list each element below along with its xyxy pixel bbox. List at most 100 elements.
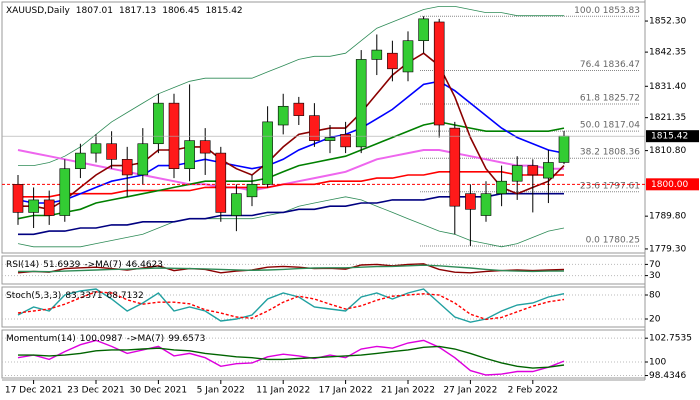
candle-body xyxy=(293,102,305,116)
indicator-label: Stoch(5,3,3) 83.3371 68.7132 xyxy=(6,291,144,301)
candle-body xyxy=(28,199,39,213)
indicator-label: RSI(14) 51.6939 ->MA(7) 46.4623 xyxy=(6,260,163,270)
candle-body xyxy=(558,135,570,163)
overlay-line xyxy=(17,80,565,204)
fib-label: 100.0 1853.83 xyxy=(574,6,640,16)
x-tick-label: 2 Feb 2022 xyxy=(508,386,558,396)
candle-body xyxy=(496,180,507,194)
candle-body xyxy=(153,102,164,145)
series-value: 83.3371 xyxy=(65,291,102,301)
candle-body xyxy=(184,140,195,170)
header-item: 1817.13 xyxy=(119,6,156,16)
candle-body xyxy=(465,193,476,210)
fib-label: 50.0 1817.04 xyxy=(580,121,640,131)
overlay-line xyxy=(17,121,565,220)
y-tick-label: 1852.30 xyxy=(649,17,686,27)
fib-label: 38.2 1808.36 xyxy=(580,148,640,158)
candle-body xyxy=(511,165,523,182)
candle-body xyxy=(12,184,24,213)
series-name: ->MA(7) xyxy=(84,260,121,270)
indicator-line xyxy=(17,291,565,321)
series-value: 51.6939 xyxy=(43,260,80,270)
y-tick-label: 1831.40 xyxy=(649,82,686,92)
x-tick-label: 27 Jan 2022 xyxy=(443,386,497,396)
y-tick-label: 1821.35 xyxy=(649,113,686,123)
overlay-line xyxy=(17,149,564,192)
series-value: 100.0987 xyxy=(80,334,123,344)
header-item: 1806.45 xyxy=(162,6,199,16)
candle-body xyxy=(449,127,461,207)
series-name: RSI(14) xyxy=(6,260,39,270)
fib-label: 23.6 1797.61 xyxy=(580,181,640,191)
candle-body xyxy=(231,193,242,216)
candle-body xyxy=(59,168,71,216)
x-tick-label: 5 Jan 2022 xyxy=(197,386,245,396)
chart-header: XAUUSD,Daily 1807.01 1817.13 1806.45 1815.42 xyxy=(6,6,243,16)
candle-body xyxy=(43,199,55,216)
header-item: 1815.42 xyxy=(205,6,242,16)
overlay-line xyxy=(18,6,564,166)
x-tick-label: 30 Dec 2021 xyxy=(130,386,188,396)
candle-body xyxy=(106,143,117,160)
indicator-line xyxy=(18,264,565,273)
candle-body xyxy=(199,140,211,154)
candle-body xyxy=(402,40,414,73)
last-price-label: 1815.42 xyxy=(651,132,688,142)
candle-body xyxy=(137,143,149,176)
y-tick-label: 1779.30 xyxy=(649,244,686,254)
series-name: Stoch(5,3,3) xyxy=(6,291,61,301)
indicator-line xyxy=(17,263,565,274)
candle-body xyxy=(355,59,367,148)
candle-body xyxy=(262,121,273,185)
series-name: Momentum(14) xyxy=(6,334,76,344)
header-item: XAUUSD,Daily xyxy=(6,6,70,16)
candle-body xyxy=(121,159,133,176)
candle-body xyxy=(543,162,554,179)
candle-body xyxy=(433,21,445,126)
indicator-line xyxy=(18,345,565,369)
y-tick-label: 70 xyxy=(649,260,661,270)
y-tick-label: 80 xyxy=(649,291,661,301)
candle-body xyxy=(246,184,258,198)
series-value: 46.4623 xyxy=(126,260,163,270)
series-name: ->MA(7) xyxy=(127,334,164,344)
indicator-label: Momentum(14) 100.0987 ->MA(7) 99.6573 xyxy=(6,334,205,344)
candle-body xyxy=(215,152,227,213)
candle-body xyxy=(75,152,86,170)
indicator-line xyxy=(17,339,565,376)
candle-body xyxy=(480,193,492,216)
y-tick-label: 98.4346 xyxy=(649,371,686,381)
candle-body xyxy=(309,115,320,141)
y-tick-label: 1810.80 xyxy=(649,146,686,156)
overlay-line xyxy=(17,196,565,248)
overlay-line xyxy=(18,171,564,198)
series-value: 99.6573 xyxy=(168,334,205,344)
fib-label: 0.0 1780.25 xyxy=(586,235,640,245)
fib-label: 61.8 1825.72 xyxy=(580,94,640,104)
candle-body xyxy=(527,165,539,176)
x-tick-label: 23 Dec 2021 xyxy=(67,386,125,396)
level-box xyxy=(646,178,699,191)
candle-body xyxy=(418,18,429,42)
x-tick-label: 17 Jan 2022 xyxy=(319,386,373,396)
x-tick-label: 17 Dec 2021 xyxy=(5,386,63,396)
candle-body xyxy=(324,137,336,141)
x-tick-label: 21 Jan 2022 xyxy=(381,386,435,396)
series-value: 68.7132 xyxy=(107,291,144,301)
fib-label: 76.4 1836.47 xyxy=(580,60,640,70)
candle-body xyxy=(371,49,383,60)
y-tick-label: 100 xyxy=(649,358,666,368)
level-label: 1800.00 xyxy=(651,180,688,190)
x-tick-label: 11 Jan 2022 xyxy=(256,386,310,396)
overlay-line xyxy=(18,52,565,211)
y-tick-label: 102.7535 xyxy=(649,334,692,344)
y-tick-label: 30 xyxy=(649,271,661,281)
header-item: 1807.01 xyxy=(76,6,113,16)
y-tick-label: 1842.35 xyxy=(649,48,686,58)
y-tick-label: 1789.80 xyxy=(649,212,686,222)
candle-body xyxy=(387,52,398,70)
candle-body xyxy=(277,105,289,126)
candle-body xyxy=(340,134,351,148)
candle-body xyxy=(90,143,102,154)
